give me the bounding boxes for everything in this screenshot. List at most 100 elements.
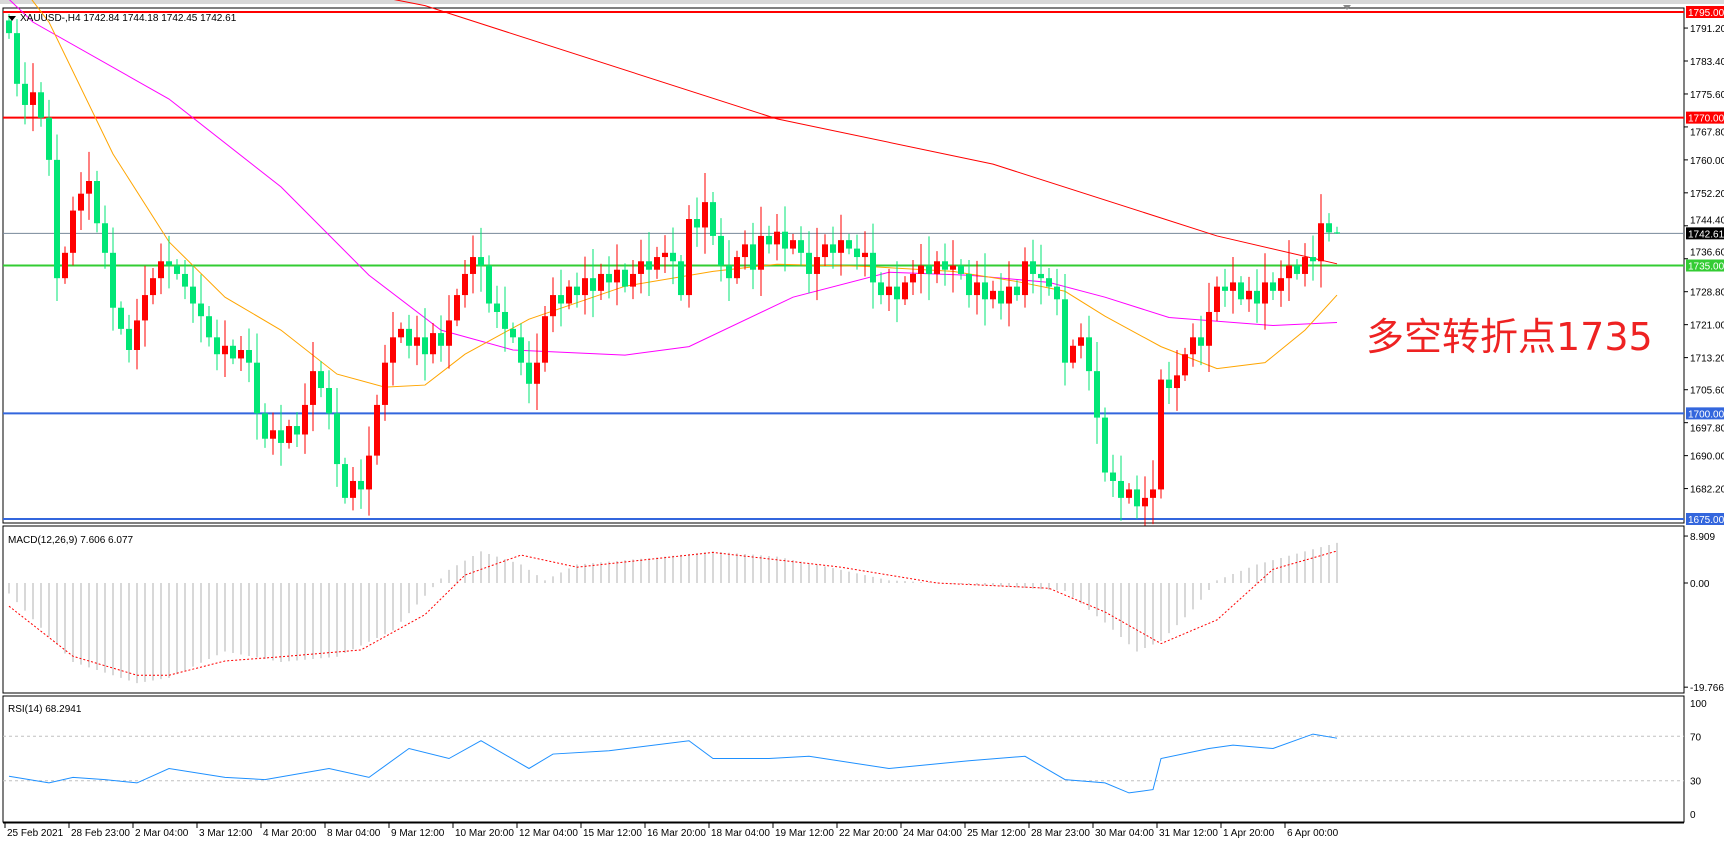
candle-body [686,219,692,296]
candle-body [62,252,68,279]
x-tick-label: 6 Apr 00:00 [1287,828,1339,839]
candle-body [302,404,308,435]
candle-body [6,20,12,34]
candle-body [1070,345,1076,363]
y-tick-label: 1760.00 [1690,156,1724,167]
candle-body [22,83,28,105]
level-tag-label: 1700.00 [1688,409,1724,420]
candle-body [950,265,956,270]
candle-body [542,316,548,363]
candle-body [742,244,748,258]
level-tag [1686,513,1724,525]
candle-body [1294,265,1300,274]
y-tick-label: 1736.60 [1690,248,1724,259]
candle-body [1062,299,1068,363]
candle-body [1030,261,1036,274]
candle-body [238,350,244,359]
price-panel[interactable]: 1791.20 1783.40 1775.60 1767.80 1760.00 1752.… [2,0,1724,526]
candle-body [1334,232,1340,234]
x-tick-label: 28 Mar 23:00 [1031,828,1090,839]
y-tick-label: 1721.00 [1690,321,1724,332]
level-tag [1686,259,1724,272]
candle-body [1126,489,1132,498]
candle-body [78,193,84,211]
candle-body [134,320,140,350]
candle-body [558,295,564,304]
x-tick-label: 19 Mar 12:00 [775,828,834,839]
window-top-border [0,0,1724,4]
candle-body [342,464,348,498]
candle-body [1238,282,1244,300]
candle-body [486,265,492,304]
candle-body [966,273,972,296]
y-tick-label: 1744.40 [1690,215,1724,226]
candle-body [446,320,452,346]
candle-body [886,286,892,296]
collapse-triangle-icon[interactable] [8,16,16,21]
candle-body [214,337,220,355]
candle-body [734,257,740,279]
candle-body [1190,337,1196,355]
candle-body [726,265,732,279]
candle-body [798,240,804,253]
candle-body [454,295,460,321]
candle-body [838,240,844,253]
candle-body [150,278,156,296]
candle-body [478,257,484,266]
symbol-header: XAUUSD-,H4 1742.84 1744.18 1742.45 1742.… [20,13,237,24]
candle-body [854,248,860,258]
candle-body [566,286,572,304]
candle-body [366,455,372,490]
candle-body [982,282,988,300]
candle-body [894,286,900,300]
level-tag [1686,6,1724,18]
candle-body [166,261,172,266]
candle-body [622,269,628,287]
candle-body [1110,472,1116,481]
candle-body [1014,286,1020,296]
candle-body [1086,337,1092,372]
candle-body [1246,290,1252,300]
candle-body [398,328,404,338]
candle-body [1270,282,1276,291]
candle-body [206,316,212,338]
candle-body [1078,337,1084,346]
candle-body [910,273,916,283]
macd-signal-line [8,550,1338,676]
candle-body [110,252,116,308]
y-tick-label: 1752.20 [1690,189,1724,200]
candle-body [1214,286,1220,312]
current-price-tag [1686,227,1724,240]
x-tick-label: 18 Mar 04:00 [711,828,770,839]
candle-body [54,159,60,279]
macd-panel[interactable]: 8.909 0.00 -19.766 [2,525,1724,694]
candle-body [1206,311,1212,346]
y-tick-label: 1705.60 [1690,386,1724,397]
level-tag-label: 1735.00 [1688,262,1724,273]
y-tick-label: 1791.20 [1690,24,1724,35]
candle-body [598,273,604,291]
candle-body [430,333,436,355]
candle-body [1118,480,1124,498]
candle-body [630,273,636,287]
macd-header: MACD(12,26,9) 7.606 6.077 [8,535,134,546]
candle-body [998,290,1004,304]
candle-body [662,252,668,258]
candle-body [174,265,180,274]
candle-body [1134,489,1140,507]
candle-body [942,261,948,270]
y-tick-label: 0 [1690,810,1696,821]
candle-body [926,265,932,274]
candle-body [70,210,76,253]
candle-body [126,328,132,350]
chart-shift-marker-icon[interactable] [1343,5,1351,10]
candle-body [974,282,980,296]
candle-body [718,235,724,266]
ma-fast-line [31,0,1338,388]
candle-body [1254,290,1260,304]
x-tick-label: 3 Mar 12:00 [199,828,253,839]
x-tick-label: 30 Mar 04:00 [1095,828,1154,839]
candle-body [334,413,340,465]
rsi-panel[interactable]: 100 70 30 0 [2,695,1707,823]
